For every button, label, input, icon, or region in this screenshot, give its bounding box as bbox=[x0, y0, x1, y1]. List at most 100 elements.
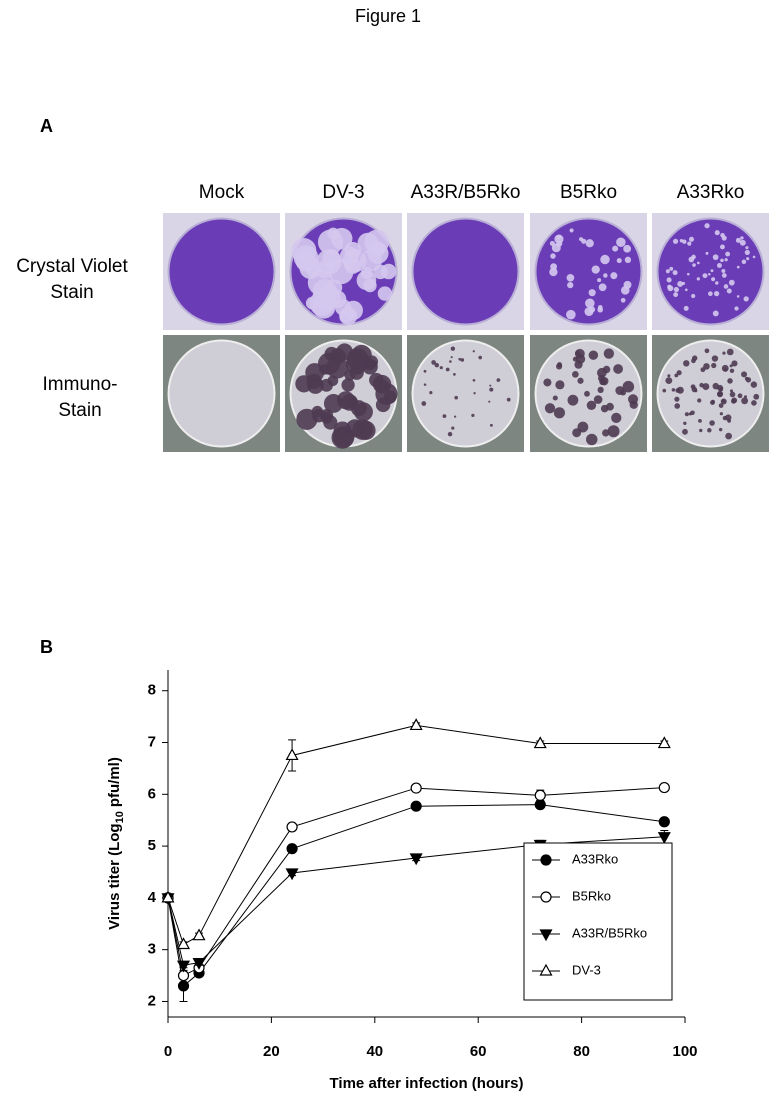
plaque bbox=[577, 377, 584, 384]
plaque bbox=[743, 296, 749, 302]
plaque bbox=[296, 408, 318, 430]
plaque bbox=[450, 346, 456, 351]
plaque bbox=[729, 368, 735, 374]
plaque bbox=[472, 350, 475, 353]
marker bbox=[539, 963, 553, 976]
plaque bbox=[718, 403, 724, 408]
plaque bbox=[711, 362, 717, 369]
well bbox=[656, 217, 765, 326]
row-label: Stain bbox=[50, 282, 93, 303]
plaque bbox=[569, 228, 574, 233]
plaque bbox=[326, 356, 349, 379]
plaque bbox=[478, 355, 483, 360]
plaque bbox=[686, 272, 690, 276]
plaque bbox=[691, 254, 696, 260]
y-tick-label: 5 bbox=[148, 837, 156, 854]
plaque bbox=[674, 373, 679, 378]
plaque bbox=[610, 272, 618, 280]
plaque bbox=[727, 419, 732, 423]
plaque bbox=[703, 363, 710, 370]
plaque bbox=[566, 309, 576, 320]
plaque bbox=[295, 375, 313, 393]
plaque bbox=[600, 254, 610, 265]
figure-title: Figure 1 bbox=[355, 6, 421, 26]
plaque bbox=[721, 235, 727, 241]
plaque bbox=[745, 377, 752, 383]
plaque bbox=[543, 378, 552, 387]
plaque bbox=[720, 244, 725, 250]
plaque bbox=[723, 368, 728, 372]
plaque bbox=[736, 265, 740, 269]
plaque bbox=[719, 412, 723, 416]
plaque bbox=[588, 289, 596, 297]
legend-label: DV-3 bbox=[572, 962, 601, 977]
well bbox=[656, 339, 765, 448]
plaque bbox=[729, 364, 733, 368]
plaque bbox=[602, 429, 610, 437]
plaque bbox=[305, 363, 325, 382]
plaque bbox=[684, 412, 689, 417]
plaque bbox=[453, 372, 456, 376]
plaque bbox=[681, 281, 686, 285]
marker bbox=[658, 781, 670, 794]
plaque bbox=[567, 281, 574, 289]
plaque bbox=[741, 371, 748, 378]
plaque bbox=[721, 269, 726, 273]
plaque bbox=[718, 427, 723, 432]
plaque bbox=[597, 386, 604, 394]
well bbox=[411, 217, 520, 326]
plaque bbox=[677, 281, 684, 287]
plaque bbox=[423, 369, 427, 373]
plaque bbox=[451, 426, 455, 430]
panel-label: A bbox=[40, 116, 53, 136]
plaque bbox=[489, 423, 493, 427]
plaque bbox=[603, 273, 608, 278]
plaque bbox=[745, 246, 749, 250]
plaque bbox=[489, 387, 494, 392]
plaque bbox=[506, 397, 511, 402]
plaque bbox=[575, 354, 586, 364]
plaque bbox=[628, 394, 639, 405]
plaque bbox=[709, 420, 715, 426]
plaque bbox=[585, 298, 595, 309]
plaque bbox=[735, 237, 741, 243]
x-tick-label: 20 bbox=[263, 1043, 280, 1060]
plaque bbox=[447, 431, 453, 437]
plaque bbox=[622, 380, 635, 393]
plaque bbox=[572, 356, 578, 362]
legend-label: A33R/B5Rko bbox=[572, 925, 647, 940]
plaque bbox=[673, 292, 679, 298]
row-label: Crystal Violet bbox=[16, 256, 128, 277]
plaque bbox=[336, 343, 353, 361]
plaque bbox=[671, 388, 676, 392]
plaque bbox=[572, 370, 579, 378]
plaque bbox=[679, 239, 684, 243]
plaque bbox=[472, 378, 476, 382]
plaque bbox=[458, 357, 462, 361]
plaque bbox=[676, 386, 684, 394]
plaque bbox=[719, 387, 724, 392]
y-tick-label: 7 bbox=[148, 733, 156, 750]
marker bbox=[539, 929, 553, 942]
plaque bbox=[554, 234, 564, 244]
plaque bbox=[602, 365, 611, 374]
y-axis-label-part: pfu/ml) bbox=[106, 757, 123, 807]
plaque bbox=[429, 391, 433, 395]
plaque bbox=[324, 346, 339, 362]
plaque bbox=[728, 279, 735, 286]
plaque bbox=[725, 432, 732, 440]
plaque bbox=[471, 413, 475, 418]
y-tick-label: 8 bbox=[148, 682, 156, 699]
plaque bbox=[489, 384, 492, 387]
plaque bbox=[597, 306, 604, 313]
x-axis-label: Time after infection (hours) bbox=[330, 1075, 524, 1092]
plaque bbox=[434, 362, 440, 368]
plaque bbox=[708, 291, 713, 297]
plaque bbox=[330, 227, 353, 250]
plaque bbox=[549, 267, 558, 277]
plaque bbox=[623, 244, 632, 253]
plaque bbox=[741, 397, 749, 405]
x-tick-label: 60 bbox=[470, 1043, 487, 1060]
marker bbox=[540, 854, 552, 866]
plaque bbox=[567, 394, 579, 406]
